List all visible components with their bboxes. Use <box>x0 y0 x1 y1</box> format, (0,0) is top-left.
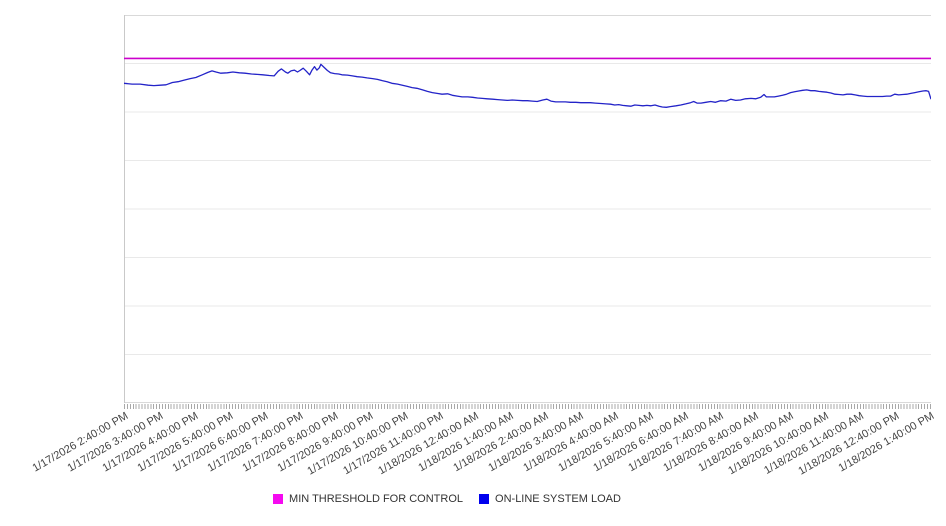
x-tick-label: 1/18/2026 9:40:00 AM <box>696 410 796 475</box>
legend: MIN THRESHOLD FOR CONTROL ON-LINE SYSTEM… <box>0 493 920 505</box>
x-tick-label: 1/17/2026 2:40:00 PM <box>30 410 131 475</box>
x-tick-label: 1/18/2026 12:40:00 AM <box>375 410 481 478</box>
x-tick-label: 1/18/2026 8:40:00 AM <box>661 410 761 475</box>
x-axis-minor-ticks <box>124 404 932 409</box>
x-tick-label: 1/18/2026 1:40:00 AM <box>416 410 516 475</box>
threshold-legend-swatch <box>273 494 284 504</box>
series-legend-label: ON-LINE SYSTEM LOAD <box>495 493 621 505</box>
legend-item-threshold: MIN THRESHOLD FOR CONTROL <box>273 493 463 505</box>
x-tick-label: 1/17/2026 10:40:00 PM <box>305 410 411 478</box>
x-tick-label: 1/17/2026 9:40:00 PM <box>275 410 376 475</box>
x-tick-label: 1/17/2026 5:40:00 PM <box>135 410 236 475</box>
plot-area <box>124 15 931 403</box>
series-legend-swatch <box>479 494 490 504</box>
x-tick-label: 1/18/2026 4:40:00 AM <box>521 410 621 475</box>
x-tick-label: 1/18/2026 12:40:00 PM <box>795 410 901 478</box>
x-tick-label: 1/18/2026 5:40:00 AM <box>556 410 656 475</box>
x-tick-label: 1/18/2026 11:40:00 AM <box>762 410 866 477</box>
x-tick-label: 1/18/2026 7:40:00 AM <box>626 410 726 475</box>
x-tick-label: 1/17/2026 4:40:00 PM <box>100 410 201 475</box>
series-line <box>124 64 931 107</box>
x-tick-label: 1/17/2026 7:40:00 PM <box>205 410 306 475</box>
x-tick-label: 1/17/2026 8:40:00 PM <box>240 410 341 475</box>
x-tick-label: 1/18/2026 6:40:00 AM <box>591 410 691 475</box>
x-tick-label: 1/18/2026 10:40:00 AM <box>726 410 831 478</box>
x-tick-label: 1/17/2026 3:40:00 PM <box>65 410 166 475</box>
x-tick-label: 1/17/2026 6:40:00 PM <box>170 410 271 475</box>
legend-item-series: ON-LINE SYSTEM LOAD <box>479 493 621 505</box>
threshold-legend-label: MIN THRESHOLD FOR CONTROL <box>289 493 464 505</box>
x-tick-label: 1/18/2026 2:40:00 AM <box>451 410 551 475</box>
plot-svg <box>124 15 931 403</box>
x-tick-label: 1/18/2026 3:40:00 AM <box>486 410 586 475</box>
x-tick-label: 1/18/2026 1:40:00 PM <box>836 410 936 475</box>
x-tick-label: 1/17/2026 11:40:00 PM <box>341 410 446 478</box>
